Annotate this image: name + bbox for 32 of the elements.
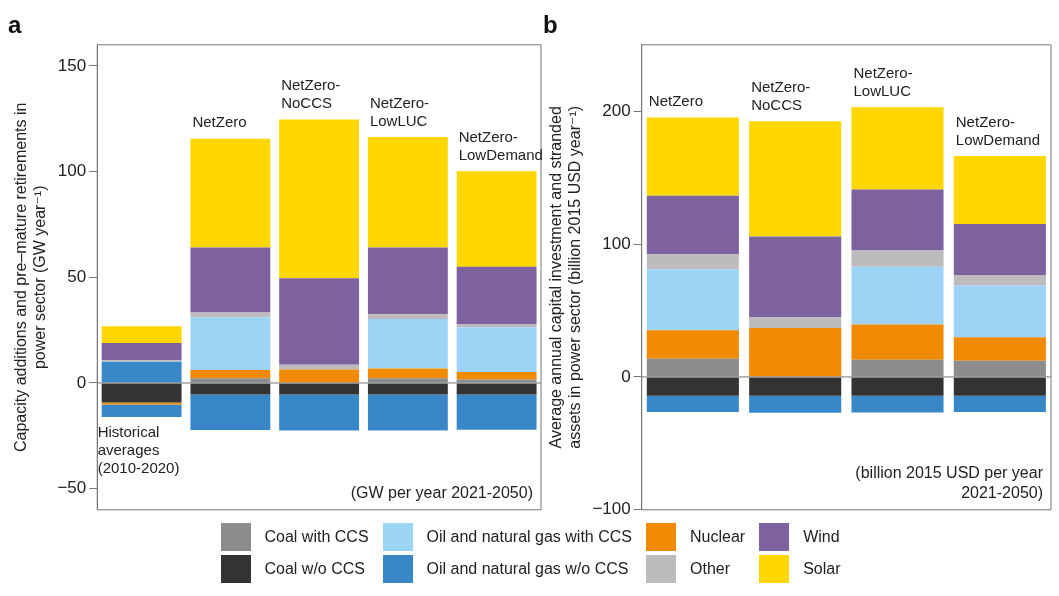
legend-label: Coal w/o CCS — [264, 560, 365, 578]
y-tick-label: 50 — [67, 266, 87, 286]
x-tick-label: NetZero-LowLUC — [853, 63, 913, 99]
x-tick-label: Historical averages (2010-2020) — [97, 422, 180, 476]
y-axis-title: Capacity additions and pre–mature retirements in power sector (GW year⁻¹) — [12, 102, 49, 453]
x-tick-label: NetZero-NoCCS — [281, 76, 341, 112]
legend-label: Wind — [803, 528, 840, 546]
annotation: (billion 2015 USD per year 2021-2050) — [855, 464, 1044, 502]
y-axis-title: Average annual capital investment and stranded assets in power sector (billion 2015 USD year⁻¹) — [547, 105, 584, 449]
x-tick-label: NetZero — [648, 92, 703, 110]
chart-title: a — [8, 11, 22, 39]
y-tick-label: −100 — [592, 499, 631, 519]
y-tick-label: 150 — [57, 55, 87, 75]
x-tick-label: NetZero-LowLUC — [369, 93, 430, 129]
legend-label: Oil and natural gas with CCS — [426, 528, 632, 546]
chart-title: b — [543, 11, 558, 39]
legend-label: Solar — [803, 560, 841, 578]
x-tick-label: NetZero-LowDemand — [955, 112, 1041, 148]
annotation: (GW per year 2021-2050) — [350, 484, 533, 502]
x-tick-label: NetZero-NoCCS — [751, 77, 811, 113]
legend-label: Oil and natural gas w/o CCS — [426, 560, 629, 578]
legend-label: Coal with CCS — [264, 528, 369, 546]
x-tick-label: NetZero — [192, 113, 247, 131]
y-tick-label: 100 — [602, 233, 631, 253]
y-tick-label: 0 — [621, 366, 631, 386]
y-tick-label: 100 — [57, 161, 87, 181]
x-tick-label: NetZero-LowDemand — [458, 127, 543, 163]
y-tick-label: 0 — [76, 372, 87, 392]
y-tick-label: 200 — [602, 100, 631, 120]
legend-label: Other — [689, 560, 730, 578]
legend-label: Nuclear — [689, 528, 746, 546]
y-tick-label: −50 — [57, 478, 87, 498]
